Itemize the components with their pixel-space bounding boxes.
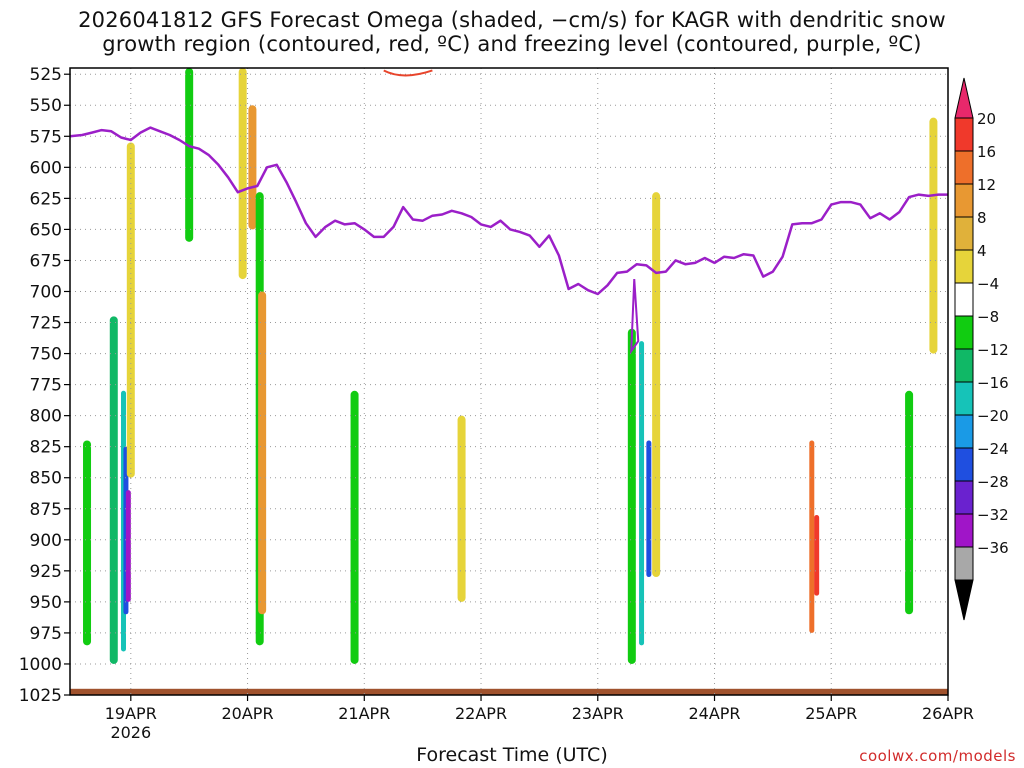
colorbar-swatch-13 [954, 513, 974, 548]
x-tick-label-19APR: 19APR [105, 704, 157, 723]
y-tick-label-800: 800 [30, 407, 62, 427]
y-tick-label-575: 575 [30, 127, 62, 147]
credit-label: coolwx.com/models [859, 747, 1016, 765]
omega-field-4 [125, 490, 131, 602]
colorbar-swatch-2 [954, 150, 974, 185]
colorbar-label-10: −24 [977, 440, 1009, 458]
omega-field-6 [185, 68, 194, 242]
plot-frame [69, 67, 949, 696]
colorbar-label-0: 20 [977, 110, 996, 128]
y-tick-label-1000: 1000 [19, 655, 62, 675]
y-tick-label-925: 925 [30, 562, 62, 582]
x-tick-label-26APR: 26APR [922, 704, 974, 723]
chart-title-line-1: 2026041812 GFS Forecast Omega (shaded, −… [78, 8, 946, 32]
colorbar-label-3: 8 [977, 209, 987, 227]
omega-field-14 [639, 341, 645, 646]
omega-field-11 [350, 390, 359, 664]
colorbar-top-arrow [954, 77, 974, 119]
dgz-contour [383, 69, 433, 77]
y-tick-label-525: 525 [30, 65, 62, 85]
colorbar-label-7: −12 [977, 341, 1009, 359]
omega-field-1 [109, 316, 118, 664]
x-tick-year-label: 2026 [110, 723, 151, 742]
colorbar-bottom-arrow [954, 579, 974, 621]
x-tick-label-20APR: 20APR [222, 704, 274, 723]
y-tick-label-1025: 1025 [19, 686, 62, 706]
colorbar-swatch-4 [954, 216, 974, 251]
colorbar-swatch-3 [954, 183, 974, 218]
omega-field-10 [258, 291, 267, 615]
x-tick-label-24APR: 24APR [688, 704, 740, 723]
freezing-level-spike [630, 279, 640, 355]
omega-field-17 [809, 440, 815, 633]
colorbar-label-5: −4 [977, 275, 999, 293]
colorbar-swatch-1 [954, 117, 974, 152]
y-tick-label-875: 875 [30, 500, 62, 520]
colorbar-swatch-8 [954, 348, 974, 383]
y-tick-label-725: 725 [30, 314, 62, 334]
omega-field-16 [652, 192, 661, 578]
omega-field-18 [814, 514, 820, 596]
colorbar-label-2: 12 [977, 176, 996, 194]
colorbar-swatch-10 [954, 414, 974, 449]
colorbar-label-6: −8 [977, 308, 999, 326]
y-tick-label-975: 975 [30, 624, 62, 644]
omega-field-19 [905, 390, 914, 615]
ground-surface [70, 688, 948, 695]
colorbar-label-4: 4 [977, 242, 987, 260]
omega-field-5 [126, 142, 135, 478]
colorbar-legend: 20 16 12 8 4 −4 −8 −12 −16 −20 −24 −28 −32 −36 [954, 77, 1009, 621]
plot-border [69, 67, 949, 696]
y-tick-label-750: 750 [30, 345, 62, 365]
colorbar-label-1: 16 [977, 143, 996, 161]
x-axis-title: Forecast Time (UTC) [416, 744, 608, 766]
colorbar-swatch-7 [954, 315, 974, 350]
omega-field-0 [83, 440, 92, 646]
y-tick-label-850: 850 [30, 469, 62, 489]
omega-field-7 [238, 68, 247, 280]
x-tick-label-22APR: 22APR [455, 704, 507, 723]
ground-fill [70, 688, 948, 695]
x-axis-ticks: 19APR 20APR 21APR 22APR 23APR 24APR 25APR 26APR… [105, 695, 974, 742]
omega-field-12 [457, 415, 466, 602]
y-tick-label-600: 600 [30, 158, 62, 178]
omega-field-15 [646, 440, 652, 578]
y-tick-label-775: 775 [30, 376, 62, 396]
y-tick-label-675: 675 [30, 251, 62, 271]
y-tick-label-625: 625 [30, 189, 62, 209]
x-tick-label-23APR: 23APR [572, 704, 624, 723]
y-tick-label-825: 825 [30, 438, 62, 458]
colorbar-swatch-9 [954, 381, 974, 416]
colorbar-swatch-5 [954, 249, 974, 284]
x-tick-label-25APR: 25APR [805, 704, 857, 723]
omega-field-13 [627, 328, 636, 664]
colorbar-label-8: −16 [977, 374, 1009, 392]
chart-grid [70, 68, 949, 696]
colorbar-swatch-14 [954, 546, 974, 581]
freezing-level-line [70, 126, 948, 296]
contours [70, 69, 948, 355]
y-axis-ticks: 525 550 575 600 625 650 675 700 725 750 775 800 825 8… [19, 65, 70, 706]
colorbar-swatch-11 [954, 447, 974, 482]
colorbar-swatch-6 [954, 282, 974, 317]
omega-field-20 [929, 117, 938, 354]
y-tick-label-950: 950 [30, 593, 62, 613]
colorbar-label-12: −32 [977, 506, 1009, 524]
colorbar-label-9: −20 [977, 407, 1009, 425]
chart-title-line-2: growth region (contoured, red, ºC) and f… [102, 32, 922, 56]
colorbar-label-13: −36 [977, 539, 1009, 557]
colorbar-swatch-12 [954, 480, 974, 515]
y-tick-label-650: 650 [30, 220, 62, 240]
y-tick-label-900: 900 [30, 531, 62, 551]
y-tick-label-700: 700 [30, 282, 62, 302]
y-tick-label-550: 550 [30, 96, 62, 116]
omega-shading [83, 68, 938, 664]
colorbar-label-11: −28 [977, 473, 1009, 491]
x-tick-label-21APR: 21APR [338, 704, 390, 723]
